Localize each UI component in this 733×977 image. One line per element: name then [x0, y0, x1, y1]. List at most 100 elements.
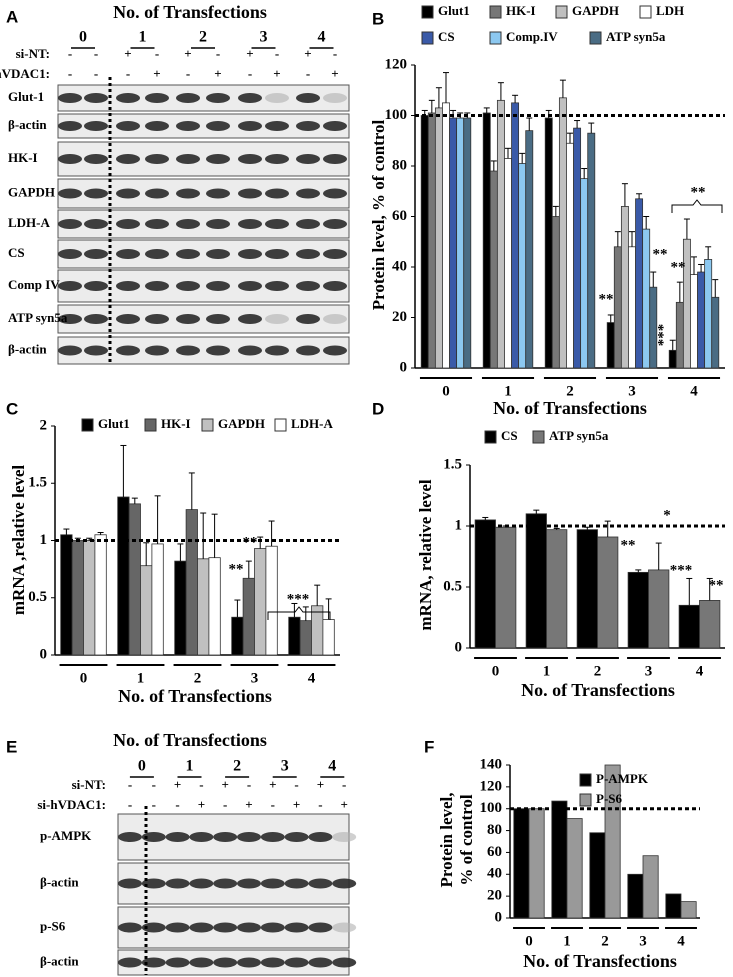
y-tick-label: 0: [40, 646, 48, 662]
sign: +: [153, 66, 160, 81]
panel-letter: A: [6, 7, 18, 26]
sign: -: [247, 777, 251, 792]
x-tick-label: 4: [677, 933, 685, 949]
band: [284, 878, 309, 889]
bar: [128, 503, 141, 656]
band: [84, 314, 108, 324]
band: [58, 281, 82, 291]
error-bar: [698, 263, 705, 273]
band: [265, 345, 289, 356]
band: [118, 957, 142, 968]
band-label: p-S6: [40, 918, 66, 933]
error-bar: [614, 231, 621, 247]
x-axis-title: No. of Transfections: [493, 398, 647, 418]
band: [116, 121, 140, 131]
band: [323, 121, 347, 131]
band: [296, 219, 320, 229]
band: [296, 249, 320, 259]
sign: +: [198, 797, 205, 812]
group-label: 0: [138, 758, 146, 775]
x-tick-label: 4: [690, 383, 698, 399]
band: [206, 314, 230, 324]
error-bar: [302, 606, 309, 621]
legend-label: HK-I: [506, 3, 536, 18]
error-bar: [428, 99, 435, 113]
bracket: [267, 606, 331, 620]
band-label: CS: [8, 245, 25, 260]
band: [296, 154, 320, 164]
bar: [474, 519, 496, 649]
significance: ***: [670, 562, 693, 578]
band: [141, 878, 166, 889]
sign: +: [317, 777, 324, 792]
band: [145, 249, 169, 259]
x-tick-label: 4: [308, 670, 316, 686]
sign: -: [128, 797, 132, 812]
band: [206, 188, 230, 199]
error-bar: [706, 577, 713, 601]
band-label: Glut-1: [8, 89, 44, 104]
band: [308, 957, 333, 968]
band: [323, 281, 347, 291]
sign: -: [294, 777, 298, 792]
legend-swatch: [421, 5, 434, 19]
blot-title: No. of Transfections: [113, 2, 267, 22]
group-label: 1: [139, 29, 147, 46]
error-bar: [490, 160, 497, 172]
band: [206, 93, 230, 103]
error-bar: [676, 281, 683, 303]
error-bar: [574, 120, 581, 129]
band: [176, 93, 200, 103]
error-bar: [325, 598, 332, 620]
bar: [566, 818, 583, 919]
x-axis-title: No. of Transfections: [118, 686, 272, 706]
band: [238, 154, 262, 164]
y-tick-label: 80: [487, 822, 502, 838]
bar: [546, 529, 568, 649]
x-tick-label: 2: [594, 663, 602, 679]
sign: +: [293, 797, 300, 812]
error-bar: [97, 531, 104, 535]
band: [58, 188, 82, 199]
band: [116, 281, 140, 291]
y-tick-label: 1: [40, 532, 48, 548]
band: [84, 154, 108, 164]
legend-label: CS: [438, 29, 455, 44]
legend-swatch: [489, 31, 502, 45]
y-axis-title: Protein level,: [437, 792, 456, 887]
sign: -: [333, 46, 337, 61]
sign: +: [221, 777, 228, 792]
band-label: β-actin: [40, 874, 79, 889]
bar: [576, 529, 598, 649]
y-tick-label: 2: [40, 417, 48, 433]
significance: **: [243, 534, 258, 550]
bar: [528, 808, 545, 919]
bar: [495, 526, 517, 649]
error-bar: [211, 513, 218, 558]
legend-label: GAPDH: [218, 416, 265, 431]
band: [265, 154, 289, 164]
bar: [620, 205, 629, 369]
bar: [311, 605, 324, 656]
band: [296, 314, 320, 324]
significance: ***: [655, 324, 671, 347]
band: [84, 249, 108, 259]
y-tick-label: 20: [392, 309, 407, 325]
band-label: GAPDH: [8, 184, 55, 199]
bar: [151, 543, 164, 656]
error-bar: [245, 560, 252, 579]
bar: [589, 832, 606, 919]
bar: [697, 271, 706, 369]
panel-letter: F: [424, 737, 434, 756]
y-tick-label: 1.5: [28, 475, 47, 491]
band: [296, 93, 320, 103]
error-bar: [483, 107, 490, 113]
x-tick-label: 0: [80, 670, 88, 686]
error-bar: [505, 147, 511, 159]
bar: [690, 274, 698, 369]
band: [323, 154, 347, 164]
bar: [544, 117, 553, 369]
error-bar: [177, 543, 184, 562]
error-bar: [86, 537, 93, 541]
